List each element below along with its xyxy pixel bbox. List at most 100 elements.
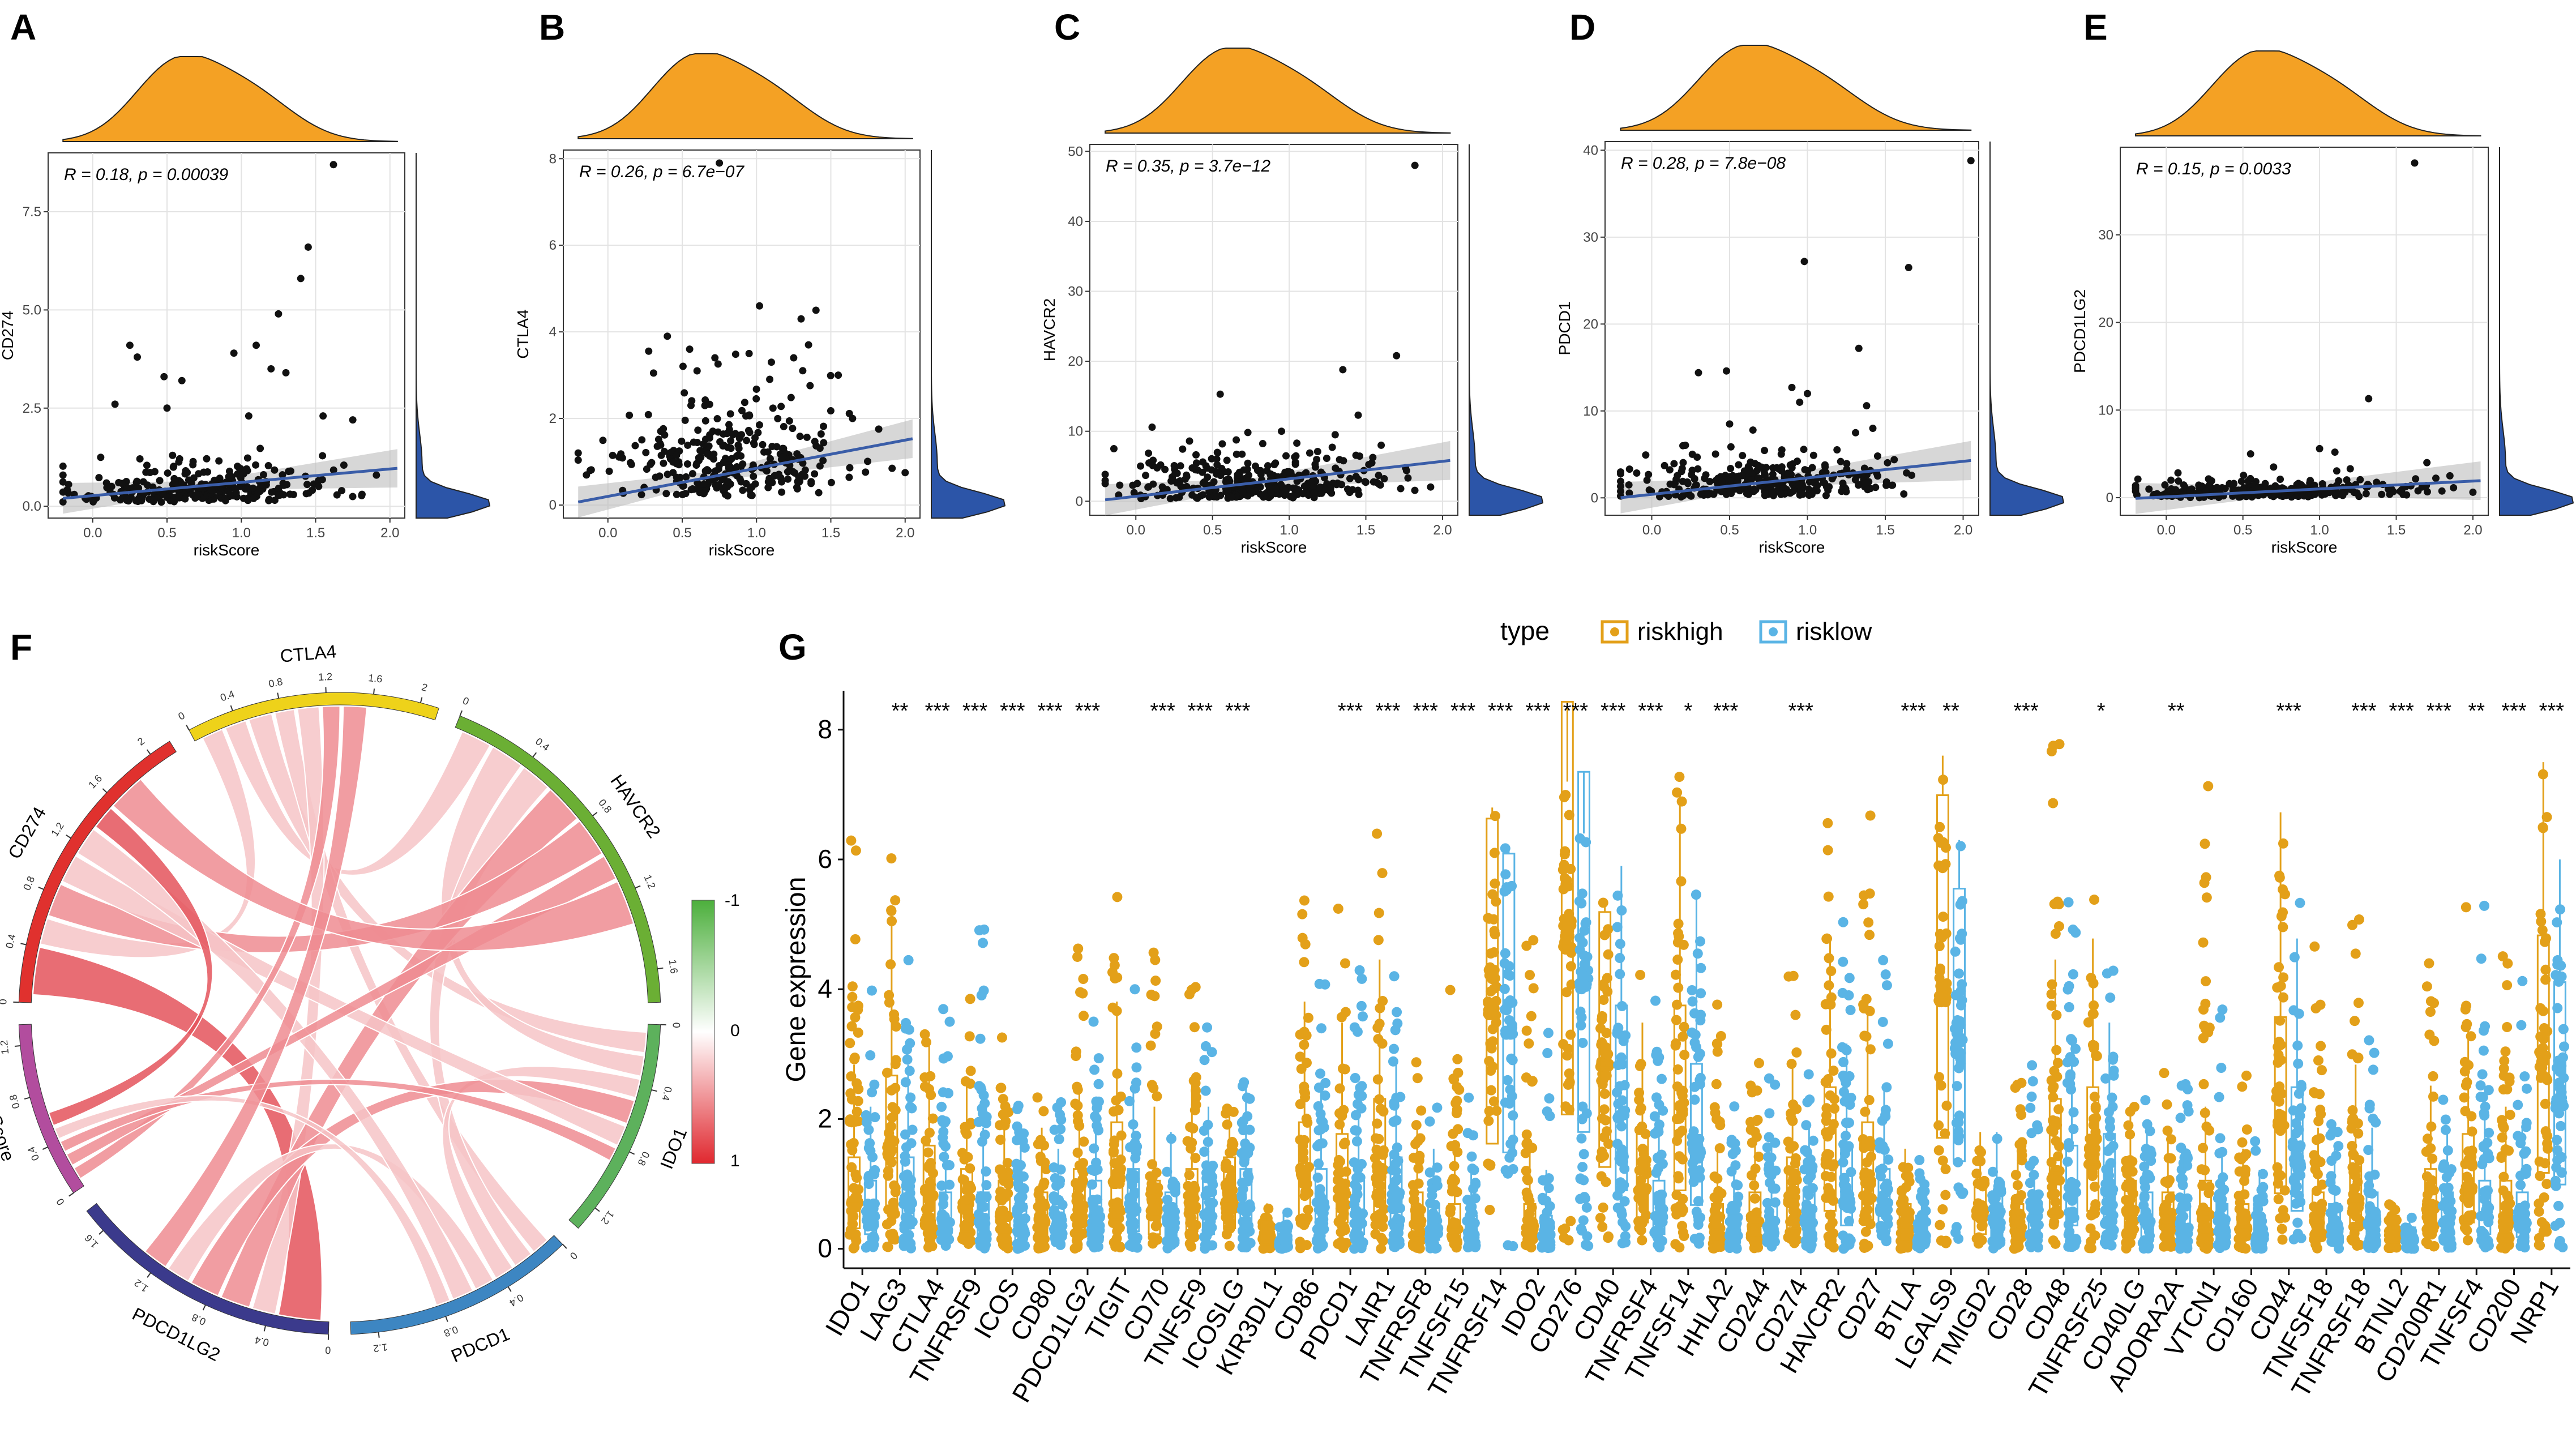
scatter-point <box>1349 486 1357 494</box>
jitter-point <box>1578 1149 1589 1160</box>
scatter-point <box>1361 478 1369 486</box>
scatter-point <box>1142 472 1150 480</box>
jitter-point <box>1185 1122 1196 1132</box>
scatter-point <box>349 416 357 424</box>
scatter-point <box>653 442 661 450</box>
scatter-point <box>1411 486 1419 494</box>
scatter-point <box>681 416 689 424</box>
scatter-point <box>1352 473 1360 481</box>
y-axis-label: CD274 <box>0 311 16 360</box>
sector-tick-label: 1.2 <box>599 1208 617 1226</box>
jitter-point <box>936 1101 947 1112</box>
scatter-panel-a: 0.0 0.5 1.0 1.5 2.00.02.55.07.5riskScoreCD27… <box>0 56 491 559</box>
jitter-point <box>1804 1094 1815 1105</box>
scatter-point <box>1735 461 1743 469</box>
scatter-point <box>764 478 772 486</box>
jitter-point <box>1483 998 1494 1008</box>
scatter-point <box>820 422 828 430</box>
scatter-point <box>1773 464 1781 472</box>
jitter-point <box>1525 1230 1535 1240</box>
scatter-point <box>1248 489 1256 497</box>
jitter-point <box>1542 1106 1552 1117</box>
jitter-point <box>1654 1242 1665 1253</box>
scatter-point <box>1238 450 1246 458</box>
jitter-point <box>1804 1242 1815 1252</box>
scatter-point <box>1670 460 1678 468</box>
sector-tick <box>146 749 151 755</box>
jitter-point <box>1595 1023 1606 1034</box>
scatter-point <box>123 497 131 504</box>
jitter-point <box>1389 1242 1400 1252</box>
jitter-point <box>1491 1105 1502 1116</box>
jitter-point <box>1615 969 1625 979</box>
jitter-point <box>890 895 901 906</box>
jitter-point <box>1088 1195 1098 1205</box>
jitter-point <box>1522 1175 1533 1186</box>
scatter-point <box>1793 457 1801 465</box>
scatter-point <box>266 495 273 503</box>
scatter-point <box>282 369 290 377</box>
scatter-point <box>1704 491 1711 499</box>
scatter-point <box>289 491 297 499</box>
regression-line <box>63 467 398 500</box>
scatter-point <box>1625 489 1633 497</box>
scatter-point <box>59 498 67 506</box>
jitter-point <box>978 985 989 996</box>
scatter-point <box>692 461 700 469</box>
jitter-point <box>1200 1085 1211 1096</box>
scatter-point <box>701 401 709 409</box>
scatter-point <box>1873 452 1881 460</box>
jitter-point <box>1377 1038 1388 1049</box>
scatter-point <box>1259 440 1266 448</box>
jitter-point <box>1392 1007 1402 1017</box>
scatter-point <box>2174 469 2182 477</box>
sector-tick <box>263 1325 266 1332</box>
jitter-point <box>901 1142 912 1153</box>
jitter-point <box>1597 1221 1608 1232</box>
jitter-point <box>1565 1216 1576 1226</box>
scatter-point <box>245 412 253 420</box>
jitter-point <box>1791 1047 1802 1058</box>
x-tick-label: 0.5 <box>157 525 176 541</box>
significance-label: *** <box>1601 699 1626 723</box>
scatter-point <box>726 410 734 418</box>
sector-tick <box>42 1147 48 1150</box>
scatter-point <box>2355 493 2363 501</box>
jitter-point <box>1636 1103 1646 1114</box>
sector-tick-label: 0 <box>0 999 9 1005</box>
scatter-point <box>1411 161 1419 169</box>
scatter-point <box>275 310 283 318</box>
scatter-point <box>1193 494 1201 502</box>
scatter-point <box>126 341 134 349</box>
scatter-point <box>1228 493 1236 501</box>
jitter-point <box>1127 1242 1138 1252</box>
scatter-point <box>777 403 785 410</box>
sector-tick-label: 1.6 <box>86 773 104 791</box>
jitter-point <box>1316 1023 1326 1034</box>
jitter-point <box>1603 1049 1614 1059</box>
scatter-point <box>1747 476 1755 484</box>
jitter-point <box>889 1208 900 1219</box>
scatter-point <box>1645 470 1653 478</box>
jitter-point <box>882 1219 892 1230</box>
sector-tick <box>24 1097 31 1100</box>
scatter-point <box>1833 446 1841 454</box>
jitter-point <box>1414 1155 1424 1166</box>
scatter-point <box>1900 490 1908 498</box>
legend-label-mid: 0 <box>730 1021 740 1040</box>
jitter-point <box>1670 1040 1681 1051</box>
significance-label: * <box>1684 699 1692 723</box>
legend-colorbar <box>691 900 715 1164</box>
scatter-point <box>638 436 646 444</box>
jitter-point <box>1754 1058 1765 1068</box>
scatter-point <box>1688 450 1696 458</box>
y-tick-label: 10 <box>2098 403 2113 418</box>
x-tick-label: 0.5 <box>673 525 691 541</box>
jitter-point <box>1372 828 1383 839</box>
scatter-point <box>253 341 260 349</box>
scatter-point <box>315 482 323 490</box>
jitter-point <box>1079 1136 1089 1147</box>
jitter-point <box>938 1004 949 1015</box>
scatter-point <box>664 332 671 340</box>
jitter-point <box>1576 1133 1587 1144</box>
